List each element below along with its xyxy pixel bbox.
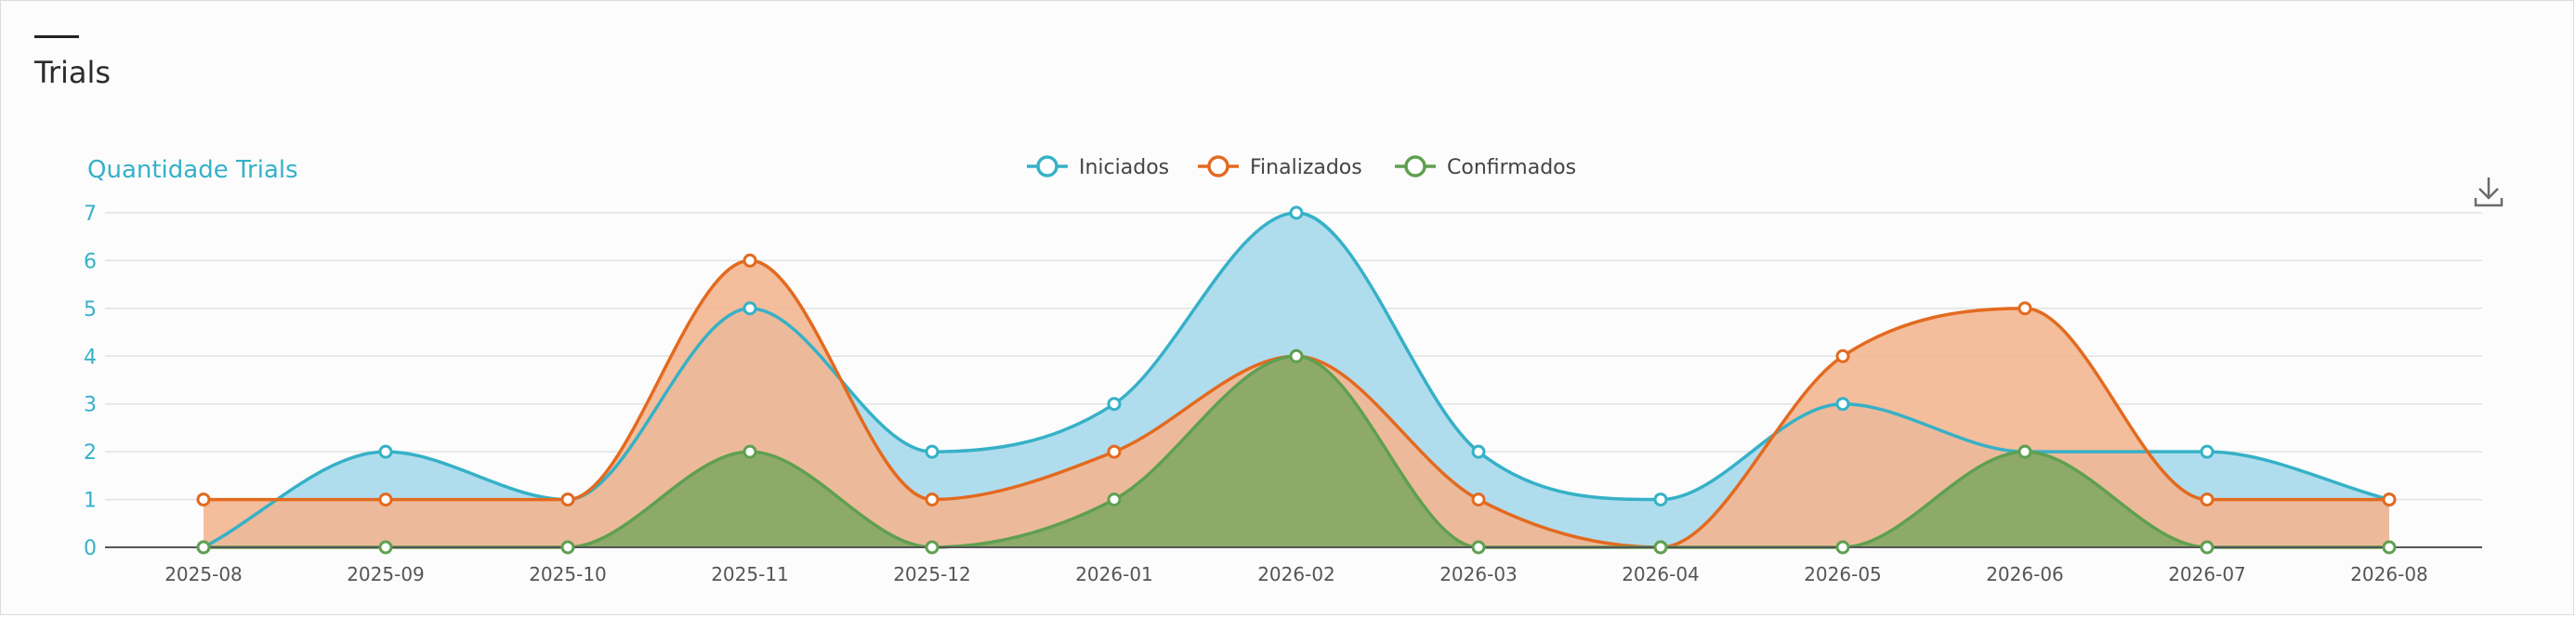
iniciados-point[interactable] [1653,492,1668,507]
x-tick-label: 2026-02 [1257,563,1335,585]
confirmados-point[interactable] [560,540,575,555]
x-tick-label: 2026-05 [1804,563,1882,585]
y-tick-label: 0 [84,537,97,560]
legend[interactable]: Iniciados Finalizados Confirmados [1027,155,1576,179]
confirmados-point[interactable] [1289,348,1304,363]
x-tick-label: 2026-04 [1622,563,1700,585]
confirmados-point[interactable] [1107,492,1122,507]
confirmados-point[interactable] [1835,540,1850,555]
iniciados-point[interactable] [1107,397,1122,412]
legend-item-confirmados[interactable]: Confirmados [1395,155,1576,179]
finalizados-point[interactable] [196,492,211,507]
legend-item-iniciados[interactable]: Iniciados [1027,155,1169,179]
y-tick-label: 4 [84,346,97,369]
finalizados-point[interactable] [1471,492,1486,507]
y-axis-ticks: 0 1 2 3 4 5 6 7 [84,203,97,560]
finalizados-point[interactable] [560,492,575,507]
legend-label: Confirmados [1447,156,1576,179]
x-tick-label: 2025-11 [711,563,789,585]
confirmados-point[interactable] [743,444,757,459]
iniciados-point[interactable] [2200,444,2215,459]
confirmados-area [204,356,2389,547]
x-tick-label: 2026-03 [1439,563,1518,585]
finalizados-point[interactable] [1835,348,1850,363]
finalizados-point[interactable] [2017,301,2032,316]
confirmados-point[interactable] [1653,540,1668,555]
y-tick-label: 7 [84,203,97,226]
y-tick-label: 2 [84,441,97,465]
y-tick-label: 6 [84,250,97,273]
x-tick-label: 2026-06 [1986,563,2064,585]
finalizados-point[interactable] [2382,492,2397,507]
finalizados-point[interactable] [378,492,393,507]
x-tick-label: 2025-10 [529,563,607,585]
x-tick-label: 2025-12 [893,563,971,585]
iniciados-point[interactable] [1289,205,1304,220]
series-points [196,205,2397,555]
confirmados-point[interactable] [2017,444,2032,459]
download-icon[interactable] [2473,176,2504,209]
y-axis-title: Quantidade Trials [87,156,298,184]
series-areas [204,213,2389,547]
confirmados-point[interactable] [925,540,940,555]
iniciados-point[interactable] [743,301,757,316]
legend-marker [1036,155,1058,177]
y-tick-label: 1 [84,490,97,513]
y-tick-label: 3 [84,394,97,417]
title-accent-bar [34,35,79,38]
x-tick-label: 2026-07 [2168,563,2246,585]
confirmados-point[interactable] [1471,540,1486,555]
confirmados-point[interactable] [378,540,393,555]
legend-item-finalizados[interactable]: Finalizados [1198,155,1362,179]
x-tick-label: 2026-01 [1075,563,1153,585]
x-tick-label: 2026-08 [2350,563,2428,585]
finalizados-point[interactable] [1107,444,1122,459]
legend-label: Iniciados [1079,156,1169,179]
iniciados-point[interactable] [925,444,940,459]
x-tick-label: 2025-08 [164,563,243,585]
x-tick-label: 2025-09 [347,563,425,585]
y-tick-label: 5 [84,298,97,322]
finalizados-point[interactable] [925,492,940,507]
finalizados-point[interactable] [2200,492,2215,507]
confirmados-point[interactable] [2200,540,2215,555]
legend-marker [1404,155,1426,177]
x-axis-ticks: 2025-08 2025-09 2025-10 2025-11 2025-12 2026-… [164,563,2428,585]
finalizados-point[interactable] [743,253,757,268]
confirmados-point[interactable] [2382,540,2397,555]
legend-label: Finalizados [1250,156,1362,179]
card-title: Trials [34,55,112,90]
iniciados-point[interactable] [1471,444,1486,459]
iniciados-point[interactable] [1835,397,1850,412]
confirmados-point[interactable] [196,540,211,555]
iniciados-point[interactable] [378,444,393,459]
legend-marker [1207,155,1229,177]
